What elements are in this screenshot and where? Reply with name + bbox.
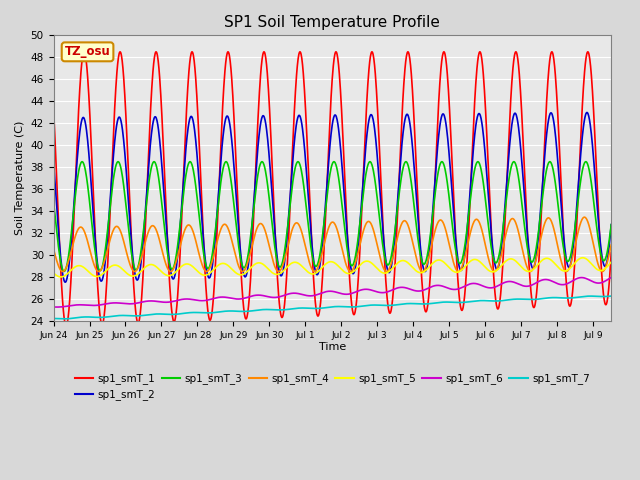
sp1_smT_7	[472, 298, 479, 304]
sp1_smT_1	[262, 53, 269, 59]
sp1_smT_2	[211, 239, 219, 245]
sp1_smT_1	[63, 323, 70, 329]
sp1_smT_4	[472, 216, 479, 222]
Line: sp1_smT_3: sp1_smT_3	[54, 162, 611, 271]
Line: sp1_smT_1: sp1_smT_1	[54, 52, 611, 326]
sp1_smT_3	[607, 222, 615, 228]
sp1_smT_7	[534, 296, 541, 302]
sp1_smT_7	[60, 316, 67, 322]
sp1_smT_3	[186, 159, 194, 165]
sp1_smT_5	[607, 259, 615, 265]
sp1_smT_7	[211, 310, 219, 315]
sp1_smT_3	[534, 232, 542, 238]
sp1_smT_2	[607, 222, 615, 228]
sp1_smT_4	[150, 223, 157, 229]
sp1_smT_6	[161, 300, 168, 305]
sp1_smT_2	[472, 122, 479, 128]
sp1_smT_3	[161, 227, 168, 232]
sp1_smT_7	[161, 311, 168, 317]
sp1_smT_7	[607, 293, 615, 299]
sp1_smT_4	[50, 246, 58, 252]
sp1_smT_5	[150, 263, 158, 268]
sp1_smT_5	[534, 262, 541, 268]
sp1_smT_3	[60, 268, 68, 274]
sp1_smT_2	[583, 109, 591, 115]
sp1_smT_5	[262, 264, 269, 269]
sp1_smT_1	[472, 75, 480, 81]
sp1_smT_7	[262, 307, 269, 312]
sp1_smT_1	[368, 49, 376, 55]
sp1_smT_6	[211, 295, 219, 301]
Line: sp1_smT_6: sp1_smT_6	[54, 277, 611, 307]
sp1_smT_5	[161, 271, 168, 277]
sp1_smT_2	[150, 116, 158, 121]
sp1_smT_2	[50, 159, 58, 165]
sp1_smT_6	[534, 279, 541, 285]
sp1_smT_5	[472, 257, 479, 263]
Line: sp1_smT_2: sp1_smT_2	[54, 112, 611, 282]
sp1_smT_7	[50, 315, 58, 321]
sp1_smT_1	[534, 271, 542, 277]
sp1_smT_3	[150, 159, 158, 165]
sp1_smT_2	[262, 119, 269, 125]
sp1_smT_6	[262, 293, 269, 299]
sp1_smT_5	[57, 274, 65, 280]
sp1_smT_5	[211, 265, 219, 271]
Y-axis label: Soil Temperature (C): Soil Temperature (C)	[15, 121, 25, 235]
sp1_smT_4	[261, 228, 269, 233]
sp1_smT_1	[161, 172, 168, 178]
sp1_smT_3	[262, 170, 269, 176]
Legend: sp1_smT_1, sp1_smT_2, sp1_smT_3, sp1_smT_4, sp1_smT_5, sp1_smT_6, sp1_smT_7: sp1_smT_1, sp1_smT_2, sp1_smT_3, sp1_smT…	[70, 369, 594, 405]
sp1_smT_6	[472, 281, 479, 287]
Text: TZ_osu: TZ_osu	[65, 45, 111, 59]
sp1_smT_2	[161, 200, 168, 205]
sp1_smT_3	[50, 199, 58, 204]
sp1_smT_4	[607, 242, 615, 248]
sp1_smT_5	[50, 270, 58, 276]
sp1_smT_1	[150, 58, 158, 63]
sp1_smT_7	[150, 311, 158, 317]
sp1_smT_4	[275, 269, 282, 275]
sp1_smT_4	[161, 255, 168, 261]
Line: sp1_smT_4: sp1_smT_4	[54, 217, 611, 272]
sp1_smT_2	[534, 240, 541, 246]
sp1_smT_6	[607, 275, 615, 280]
Line: sp1_smT_7: sp1_smT_7	[54, 296, 611, 319]
sp1_smT_4	[211, 250, 218, 256]
sp1_smT_1	[50, 106, 58, 111]
sp1_smT_6	[52, 304, 60, 310]
sp1_smT_2	[61, 279, 69, 285]
sp1_smT_6	[50, 304, 58, 310]
sp1_smT_4	[534, 250, 541, 255]
sp1_smT_4	[580, 214, 588, 220]
Line: sp1_smT_5: sp1_smT_5	[54, 258, 611, 277]
sp1_smT_3	[472, 161, 480, 167]
sp1_smT_5	[579, 255, 586, 261]
sp1_smT_1	[607, 250, 615, 255]
X-axis label: Time: Time	[319, 343, 346, 352]
sp1_smT_1	[211, 274, 219, 279]
sp1_smT_3	[211, 229, 219, 235]
Title: SP1 Soil Temperature Profile: SP1 Soil Temperature Profile	[225, 15, 440, 30]
sp1_smT_6	[150, 298, 158, 304]
